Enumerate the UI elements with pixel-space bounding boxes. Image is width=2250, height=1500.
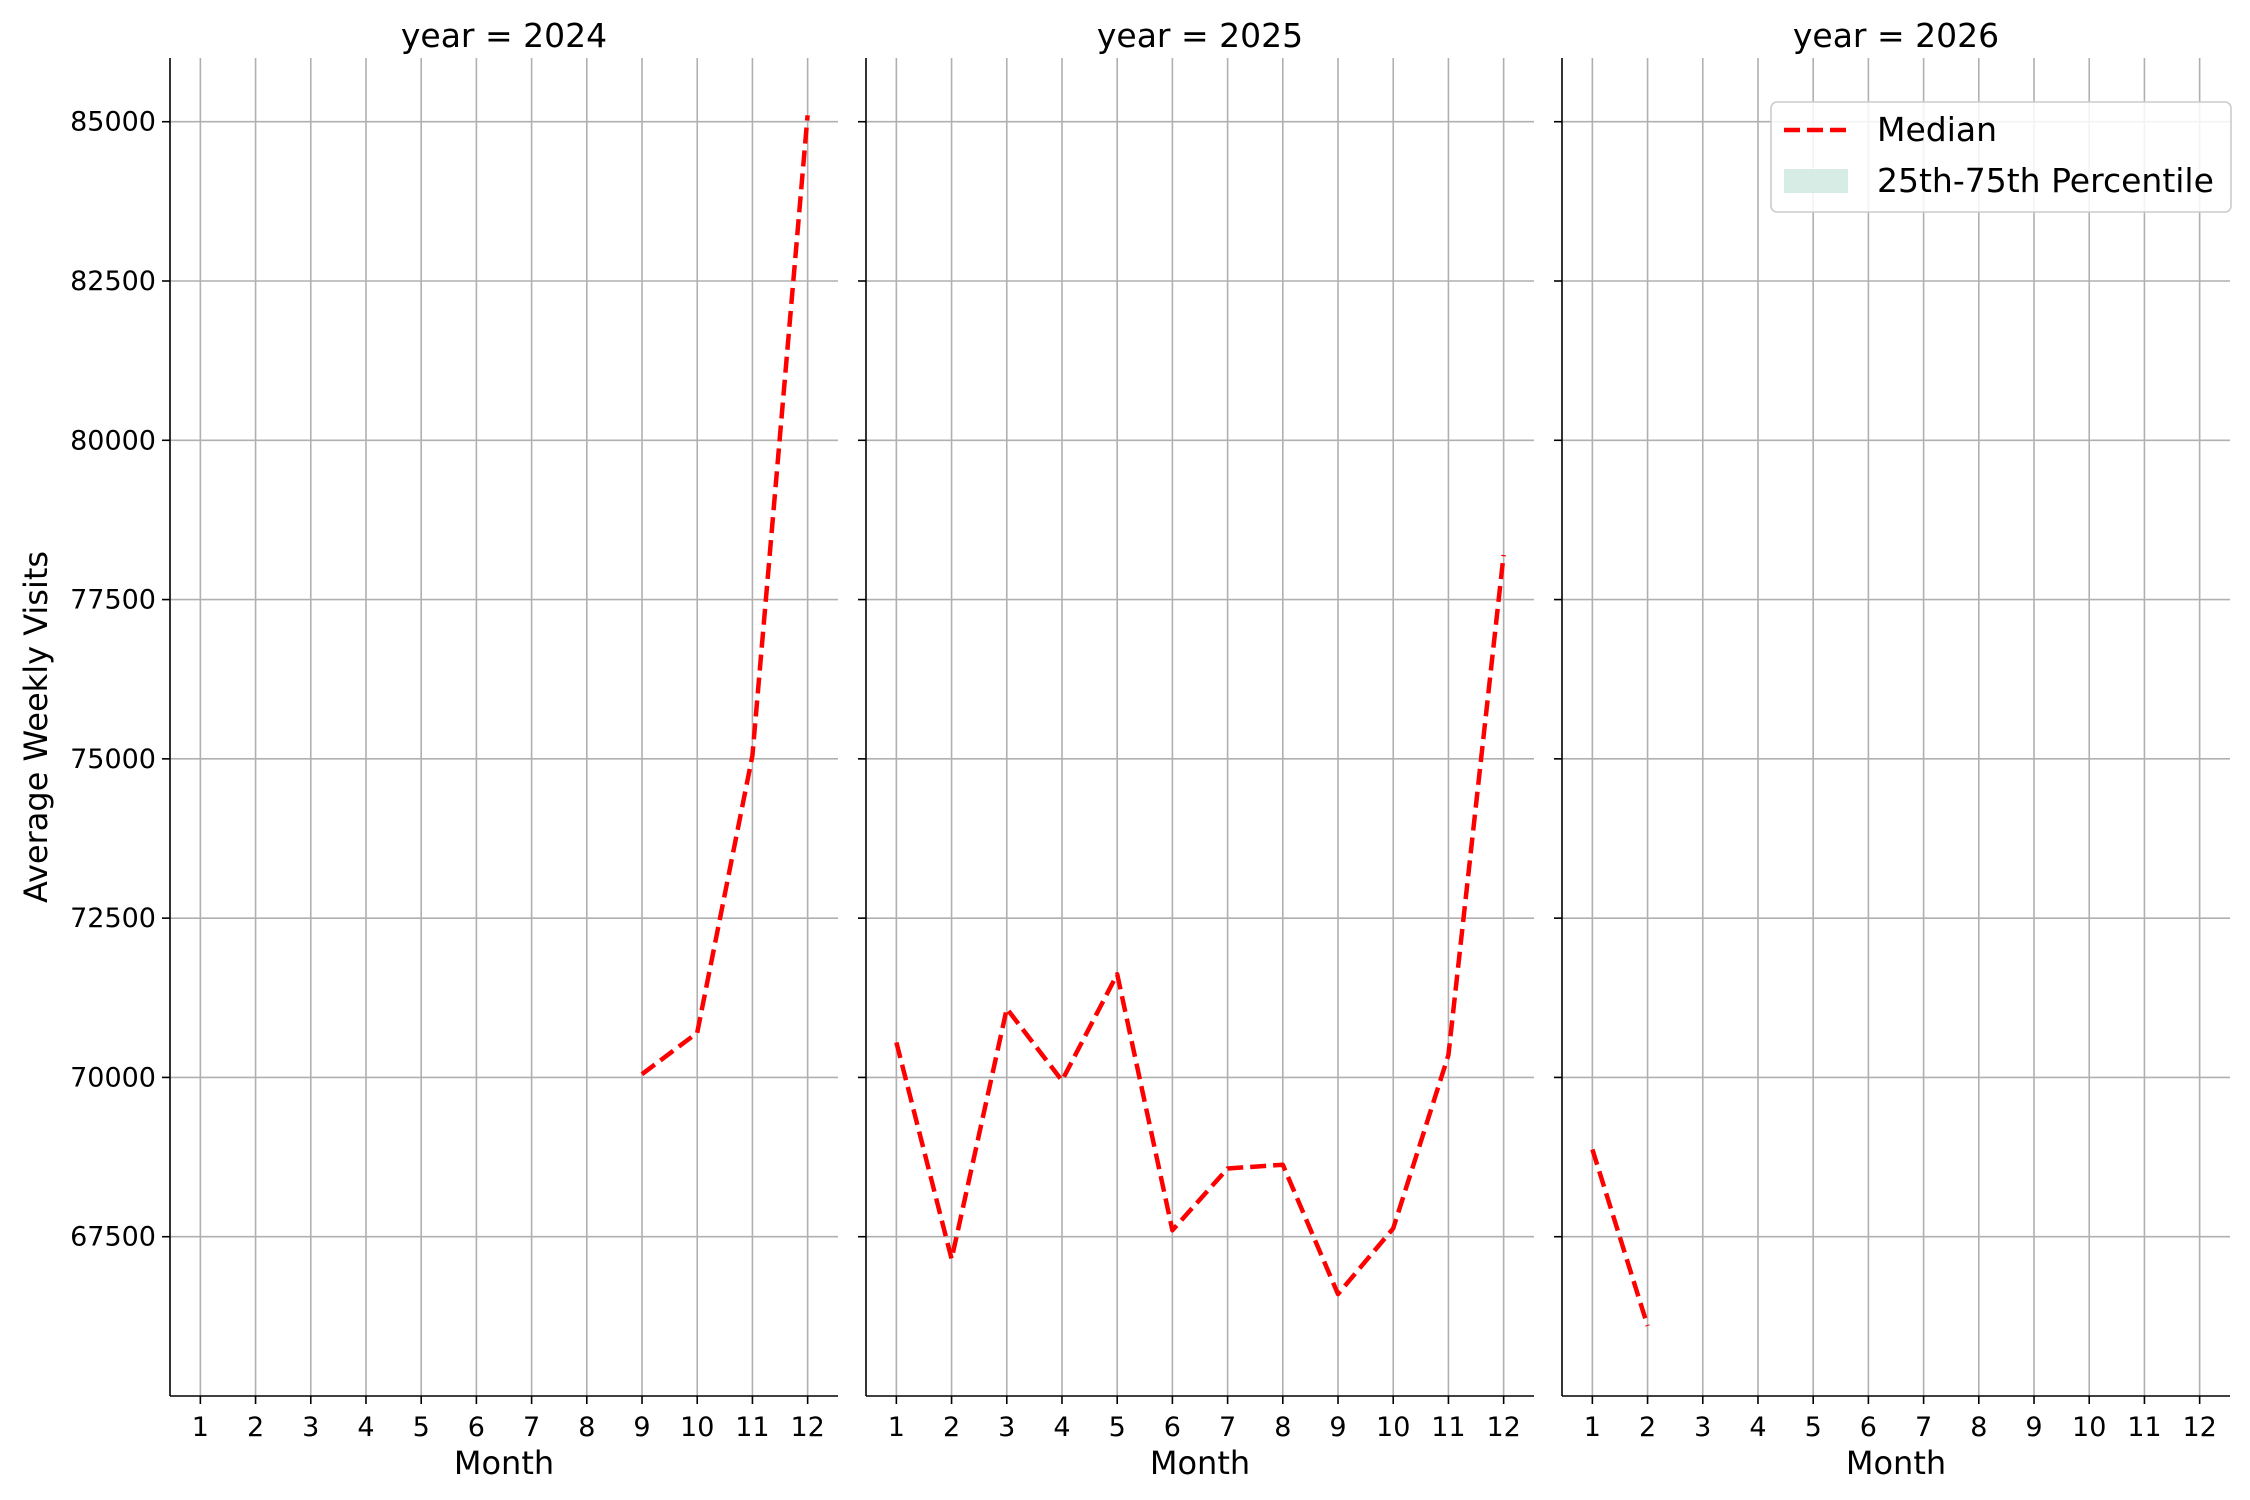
x-tick-label: 10: [2072, 1412, 2106, 1443]
x-tick-label: 11: [2127, 1412, 2161, 1443]
x-tick-label: 6: [1860, 1412, 1877, 1443]
x-tick-label: 8: [1970, 1412, 1987, 1443]
x-tick-label: 12: [1486, 1412, 1520, 1443]
x-tick-label: 8: [578, 1412, 595, 1443]
x-tick-label: 2: [247, 1412, 264, 1443]
x-axis-label: Month: [1846, 1444, 1946, 1482]
x-tick-label: 8: [1274, 1412, 1291, 1443]
x-axis-label: Month: [454, 1444, 554, 1482]
median-line: [894, 554, 1506, 1297]
x-tick-label: 2: [943, 1412, 960, 1443]
x-tick-label: 10: [1376, 1412, 1410, 1443]
x-tick-label: 9: [633, 1412, 650, 1443]
x-tick-label: 1: [888, 1412, 905, 1443]
y-tick-label: 77500: [70, 585, 156, 616]
y-tick-label: 70000: [70, 1062, 156, 1093]
panel-title: year = 2026: [1793, 16, 1999, 55]
y-tick-label: 67500: [70, 1222, 156, 1253]
panel-title: year = 2024: [401, 16, 607, 55]
x-axis-label: Month: [1150, 1444, 1250, 1482]
x-tick-label: 11: [1431, 1412, 1465, 1443]
x-tick-label: 3: [998, 1412, 1015, 1443]
x-tick-label: 4: [1749, 1412, 1766, 1443]
x-tick-label: 7: [523, 1412, 540, 1443]
x-tick-label: 6: [1164, 1412, 1181, 1443]
x-tick-label: 4: [357, 1412, 374, 1443]
y-axis-label: Average Weekly Visits: [17, 551, 55, 903]
x-tick-label: 6: [468, 1412, 485, 1443]
legend-box: [1770, 101, 2232, 213]
median-line: [640, 115, 810, 1076]
y-tick-label: 82500: [70, 266, 156, 297]
x-tick-label: 5: [1805, 1412, 1822, 1443]
x-tick-label: 5: [413, 1412, 430, 1443]
x-tick-label: 3: [1694, 1412, 1711, 1443]
legend-band-swatch: [1784, 169, 1848, 193]
legend-median-label: Median: [1877, 110, 1997, 149]
x-tick-label: 9: [2025, 1412, 2042, 1443]
x-tick-label: 2: [1639, 1412, 1656, 1443]
y-tick-label: 80000: [70, 425, 156, 456]
y-tick-label: 85000: [70, 107, 156, 138]
x-tick-label: 1: [192, 1412, 209, 1443]
legend-band-label: 25th-75th Percentile: [1877, 161, 2214, 200]
x-tick-label: 5: [1109, 1412, 1126, 1443]
y-tick-label: 72500: [70, 903, 156, 934]
x-tick-label: 3: [302, 1412, 319, 1443]
y-tick-label: 75000: [70, 744, 156, 775]
x-tick-label: 1: [1584, 1412, 1601, 1443]
x-tick-label: 4: [1053, 1412, 1070, 1443]
median-line: [1590, 1148, 1650, 1327]
panel-title: year = 2025: [1097, 16, 1303, 55]
x-tick-label: 9: [1329, 1412, 1346, 1443]
x-tick-label: 11: [735, 1412, 769, 1443]
x-tick-label: 12: [2182, 1412, 2216, 1443]
x-tick-label: 7: [1915, 1412, 1932, 1443]
x-tick-label: 7: [1219, 1412, 1236, 1443]
x-tick-label: 10: [680, 1412, 714, 1443]
x-tick-label: 12: [790, 1412, 824, 1443]
